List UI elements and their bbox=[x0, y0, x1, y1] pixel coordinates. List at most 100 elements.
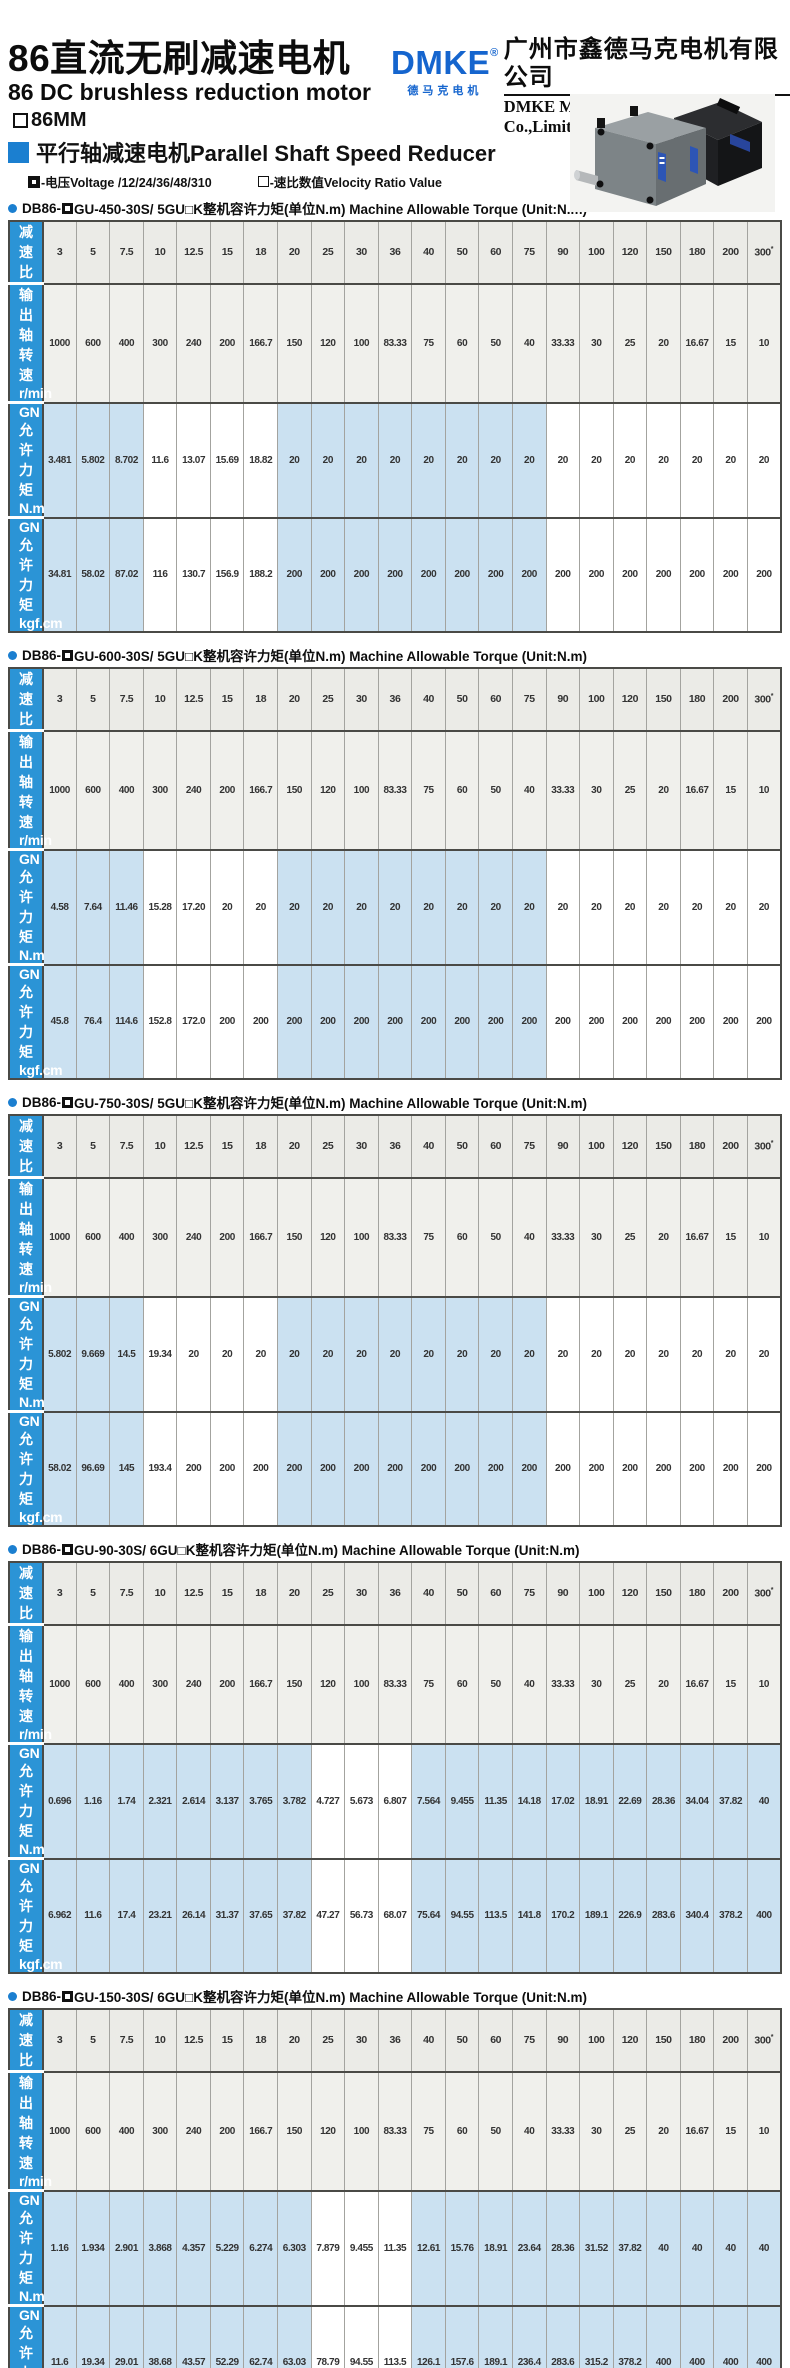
value-cell: 40 bbox=[647, 2191, 681, 2306]
value-cell: 11.6 bbox=[43, 2306, 77, 2368]
value-cell: 200 bbox=[512, 518, 546, 633]
legend-ratio: -速比数值Velocity Ratio Value bbox=[258, 172, 442, 191]
value-cell: 200 bbox=[512, 965, 546, 1080]
value-cell: 113.5 bbox=[378, 2306, 412, 2368]
value-cell: 20 bbox=[378, 850, 412, 965]
value-cell: 300* bbox=[747, 1562, 781, 1625]
value-cell: 120 bbox=[311, 1625, 345, 1744]
value-cell: 3 bbox=[43, 1115, 77, 1178]
value-cell: 20 bbox=[647, 2072, 681, 2191]
bullet-icon bbox=[8, 651, 17, 660]
value-cell: 7.64 bbox=[76, 850, 110, 965]
value-cell: 20 bbox=[647, 850, 681, 965]
value-cell: 40 bbox=[412, 2009, 446, 2072]
value-cell: 20 bbox=[512, 1297, 546, 1412]
value-cell: 83.33 bbox=[378, 2072, 412, 2191]
row-label: GN允许力矩kgf.cm bbox=[9, 1412, 43, 1527]
logo-wordmark: DMKE® bbox=[391, 36, 499, 80]
row-label: 减速比 bbox=[9, 668, 43, 731]
row-label: GN允许力矩N.m bbox=[9, 403, 43, 518]
value-cell: 20 bbox=[479, 403, 513, 518]
value-cell: 5 bbox=[76, 221, 110, 284]
value-cell: 1.934 bbox=[76, 2191, 110, 2306]
table-title-text: GU-600-30S/ 5GU□K整机容许力矩(单位N.m) Machine A… bbox=[74, 645, 587, 665]
value-cell: 20 bbox=[445, 1297, 479, 1412]
value-cell: 200 bbox=[479, 518, 513, 633]
filled-square-icon bbox=[62, 1544, 73, 1555]
value-cell: 25 bbox=[613, 731, 647, 850]
value-cell: 200 bbox=[445, 1412, 479, 1527]
value-cell: 22.69 bbox=[613, 1744, 647, 1859]
value-cell: 150 bbox=[278, 2072, 312, 2191]
bullet-icon bbox=[8, 1098, 17, 1107]
value-cell: 200 bbox=[278, 1412, 312, 1527]
value-cell: 26.14 bbox=[177, 1859, 211, 1974]
value-cell: 200 bbox=[613, 518, 647, 633]
value-cell: 20 bbox=[580, 850, 614, 965]
value-cell: 38.68 bbox=[143, 2306, 177, 2368]
row-label: GN允许力矩kgf.cm bbox=[9, 1859, 43, 1974]
value-cell: 20 bbox=[378, 403, 412, 518]
value-cell: 12.5 bbox=[177, 1562, 211, 1625]
value-cell: 18 bbox=[244, 2009, 278, 2072]
value-cell: 20 bbox=[278, 850, 312, 965]
value-cell: 40 bbox=[714, 2191, 748, 2306]
value-cell: 188.2 bbox=[244, 518, 278, 633]
value-cell: 33.33 bbox=[546, 731, 580, 850]
row-label: GN允许力矩N.m bbox=[9, 1297, 43, 1412]
value-cell: 200 bbox=[714, 221, 748, 284]
value-cell: 10 bbox=[747, 284, 781, 403]
value-cell: 20 bbox=[345, 850, 379, 965]
value-cell: 300* bbox=[747, 2009, 781, 2072]
value-cell: 200 bbox=[546, 1412, 580, 1527]
value-cell: 100 bbox=[345, 731, 379, 850]
value-cell: 40 bbox=[412, 1115, 446, 1178]
value-cell: 75 bbox=[412, 2072, 446, 2191]
value-cell: 20 bbox=[714, 403, 748, 518]
page-header: 86直流无刷减速电机 86 DC brushless reduction mot… bbox=[0, 0, 790, 199]
row-label: 输出轴转速r/min bbox=[9, 2072, 43, 2191]
value-cell: 11.46 bbox=[110, 850, 144, 965]
value-cell: 3.868 bbox=[143, 2191, 177, 2306]
value-cell: 18 bbox=[244, 668, 278, 731]
value-cell: 30 bbox=[580, 1625, 614, 1744]
value-cell: 130.7 bbox=[177, 518, 211, 633]
value-cell: 90 bbox=[546, 1562, 580, 1625]
value-cell: 200 bbox=[613, 1412, 647, 1527]
value-cell: 20 bbox=[412, 1297, 446, 1412]
value-cell: 15.28 bbox=[143, 850, 177, 965]
value-cell: 25 bbox=[311, 2009, 345, 2072]
value-cell: 96.69 bbox=[76, 1412, 110, 1527]
value-cell: 15 bbox=[210, 668, 244, 731]
value-cell: 30 bbox=[580, 731, 614, 850]
value-cell: 40 bbox=[747, 1744, 781, 1859]
value-cell: 200 bbox=[647, 1412, 681, 1527]
value-cell: 30 bbox=[345, 221, 379, 284]
value-cell: 20 bbox=[546, 1297, 580, 1412]
value-cell: 10 bbox=[747, 731, 781, 850]
value-cell: 400 bbox=[747, 1859, 781, 1974]
value-cell: 20 bbox=[412, 403, 446, 518]
value-cell: 100 bbox=[580, 221, 614, 284]
row-label: 减速比 bbox=[9, 1562, 43, 1625]
row-label: 减速比 bbox=[9, 221, 43, 284]
value-cell: 200 bbox=[479, 1412, 513, 1527]
value-cell: 3.137 bbox=[210, 1744, 244, 1859]
value-cell: 1.16 bbox=[76, 1744, 110, 1859]
value-cell: 90 bbox=[546, 668, 580, 731]
value-cell: 20 bbox=[647, 1178, 681, 1297]
value-cell: 15.76 bbox=[445, 2191, 479, 2306]
blue-square-icon bbox=[8, 142, 29, 163]
value-cell: 60 bbox=[479, 668, 513, 731]
row-label: GN允许力矩N.m bbox=[9, 2191, 43, 2306]
value-cell: 114.6 bbox=[110, 965, 144, 1080]
value-cell: 18.91 bbox=[580, 1744, 614, 1859]
value-cell: 23.64 bbox=[512, 2191, 546, 2306]
registered-mark: ® bbox=[490, 47, 499, 59]
value-cell: 50 bbox=[445, 1115, 479, 1178]
series-row: 平行轴减速电机Parallel Shaft Speed Reducer bbox=[8, 136, 496, 168]
value-cell: 3 bbox=[43, 1562, 77, 1625]
value-cell: 75 bbox=[512, 221, 546, 284]
value-cell: 240 bbox=[177, 284, 211, 403]
